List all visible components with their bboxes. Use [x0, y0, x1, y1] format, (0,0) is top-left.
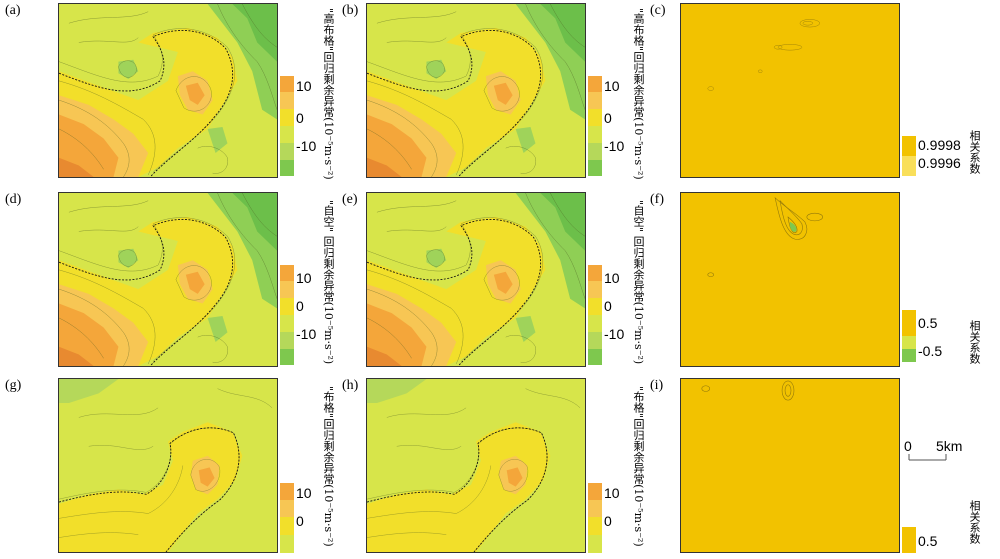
map-a [58, 3, 278, 178]
panel-label-g: (g) [5, 378, 22, 393]
colorbar-c-tick-1: 0.9998 [918, 137, 961, 153]
map-d [58, 192, 278, 367]
colorbar-a-tick-2: 0 [296, 110, 304, 126]
panel-label-d: (d) [5, 192, 22, 207]
colorbar-f-tick-2: -0.5 [918, 343, 943, 359]
panel-label-a: (a) [5, 3, 21, 18]
colorbar-e-tick-1: 10 [604, 270, 620, 286]
map-c [680, 3, 900, 178]
colorbar-h-tick-2: 0 [604, 513, 612, 529]
colorbar-f-label: 相关系数 [968, 320, 981, 364]
colorbar-d-tick-1: 10 [296, 270, 312, 286]
map-h [366, 378, 586, 553]
colorbar-e-label: "自空" 回归剩余异常(10⁻⁵m·s⁻²) [632, 200, 645, 365]
panel-label-c: (c) [650, 3, 666, 18]
colorbar-d-label: "自空" 回归剩余异常(10⁻⁵m·s⁻²) [322, 200, 335, 365]
map-b [366, 3, 586, 178]
colorbar-d [280, 265, 294, 365]
map-i [680, 378, 900, 553]
colorbar-d-tick-3: -10 [296, 326, 317, 342]
colorbar-i-label: 相关系数 [968, 500, 981, 544]
colorbar-i [902, 527, 916, 553]
map-f [680, 192, 900, 367]
colorbar-c [902, 136, 916, 176]
colorbar-g [280, 483, 294, 553]
colorbar-g-tick-1: 10 [296, 485, 312, 501]
colorbar-d-tick-2: 0 [296, 298, 304, 314]
colorbar-b-label: "高布格"回归剩余异常(10⁻⁵m·s⁻²) [632, 8, 645, 180]
panel-label-b: (b) [342, 3, 359, 18]
colorbar-h-label: "布格"回归剩余异常(10⁻⁵m·s⁻²) [632, 386, 645, 547]
colorbar-a-tick-3: -10 [296, 138, 317, 154]
scale-bar-end: 5km [936, 438, 963, 454]
scale-bar [906, 440, 986, 464]
colorbar-e-tick-2: 0 [604, 298, 612, 314]
colorbar-h-tick-1: 10 [604, 485, 620, 501]
panel-label-f: (f) [650, 192, 664, 207]
colorbar-e [588, 265, 602, 365]
map-e [366, 192, 586, 367]
colorbar-b-tick-2: 0 [604, 110, 612, 126]
colorbar-g-tick-2: 0 [296, 513, 304, 529]
colorbar-b-tick-3: -10 [604, 138, 625, 154]
colorbar-a-tick-1: 10 [296, 78, 312, 94]
colorbar-a [280, 76, 294, 176]
panel-label-e: (e) [342, 192, 358, 207]
colorbar-i-tick-1: 0.5 [918, 533, 938, 549]
colorbar-f [902, 310, 916, 362]
colorbar-g-label: "布格"回归剩余异常(10⁻⁵m·s⁻²) [322, 386, 335, 547]
colorbar-h [588, 483, 602, 553]
colorbar-c-tick-2: 0.9996 [918, 155, 961, 171]
colorbar-c-label: 相关系数 [968, 130, 981, 174]
colorbar-e-tick-3: -10 [604, 326, 625, 342]
map-g [58, 378, 278, 553]
panel-label-h: (h) [342, 378, 359, 393]
scale-bar-start: 0 [904, 438, 912, 454]
colorbar-f-tick-1: 0.5 [918, 315, 938, 331]
panel-label-i: (i) [650, 378, 664, 393]
colorbar-b [588, 76, 602, 176]
colorbar-a-label: "高布格"回归剩余异常(10⁻⁵m·s⁻²) [322, 8, 335, 180]
colorbar-b-tick-1: 10 [604, 78, 620, 94]
